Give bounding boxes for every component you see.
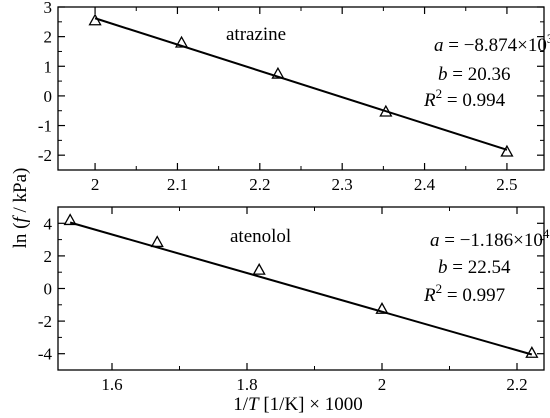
y-tick-label: -1 (38, 117, 52, 136)
data-point (500, 144, 514, 157)
x-tick-label: 2.5 (496, 175, 517, 194)
compound-label: atrazine (226, 24, 286, 45)
y-tick-label: 4 (44, 214, 53, 233)
y-tick-label: 1 (44, 57, 53, 76)
x-axis-label: 1/T [1/K] × 1000 (233, 394, 362, 415)
fit-param-b: b = 20.36 (438, 64, 510, 85)
plot-frame (57, 6, 545, 171)
y-tick-label: 3 (44, 0, 53, 17)
chart-panel-atrazine: 2 2.1 2.2 2.3 2.4 2.5 -2 -1 0 1 2 3 atrazine a = −8.8… (38, 0, 550, 194)
data-point (525, 346, 539, 358)
x-tick-label: 2.2 (506, 375, 527, 394)
fit-param-b: b = 22.54 (438, 257, 511, 278)
x-tick-label: 2 (91, 175, 100, 194)
y-tick-label: 2 (44, 28, 53, 47)
panels: 2 2.1 2.2 2.3 2.4 2.5 -2 -1 0 1 2 3 atrazine a = −8.8… (38, 0, 550, 394)
y-tick-label: 0 (44, 280, 53, 299)
y-tick-label: -4 (38, 345, 53, 364)
x-tick-label: 1.6 (101, 375, 122, 394)
fit-param-r2: R2 = 0.994 (423, 86, 506, 111)
data-point (379, 104, 393, 117)
fit-line (69, 221, 533, 356)
fit-line (94, 17, 508, 151)
x-tick-label: 1.8 (236, 375, 257, 394)
x-tick-label: 2 (378, 375, 387, 394)
data-point (271, 66, 285, 79)
fit-param-a: a = −8.874×103 (434, 31, 550, 56)
x-tick-label: 2.2 (249, 175, 270, 194)
data-point (174, 35, 189, 48)
y-tick-label: -2 (38, 146, 52, 165)
x-tick-label: 2.1 (167, 175, 188, 194)
chart-panel-atenolol: 1.6 1.8 2 2.2 -4 -2 0 2 4 atenolol a = −1.186×104 b… (38, 206, 550, 394)
fit-param-r2: R2 = 0.997 (423, 281, 505, 306)
data-point (150, 235, 164, 248)
fit-param-a: a = −1.186×104 (430, 226, 550, 251)
compound-label: atenolol (230, 226, 291, 247)
y-tick-label: 0 (44, 87, 53, 106)
data-point (252, 262, 266, 275)
y-tick-label: 2 (44, 247, 53, 266)
y-axis-label: ln (f / kPa) (10, 168, 31, 249)
y-tick-label: -2 (38, 312, 52, 331)
data-point (88, 13, 102, 26)
data-point (63, 213, 77, 226)
data-point (375, 302, 389, 314)
x-tick-label: 2.3 (332, 175, 353, 194)
x-tick-label: 2.4 (414, 175, 436, 194)
